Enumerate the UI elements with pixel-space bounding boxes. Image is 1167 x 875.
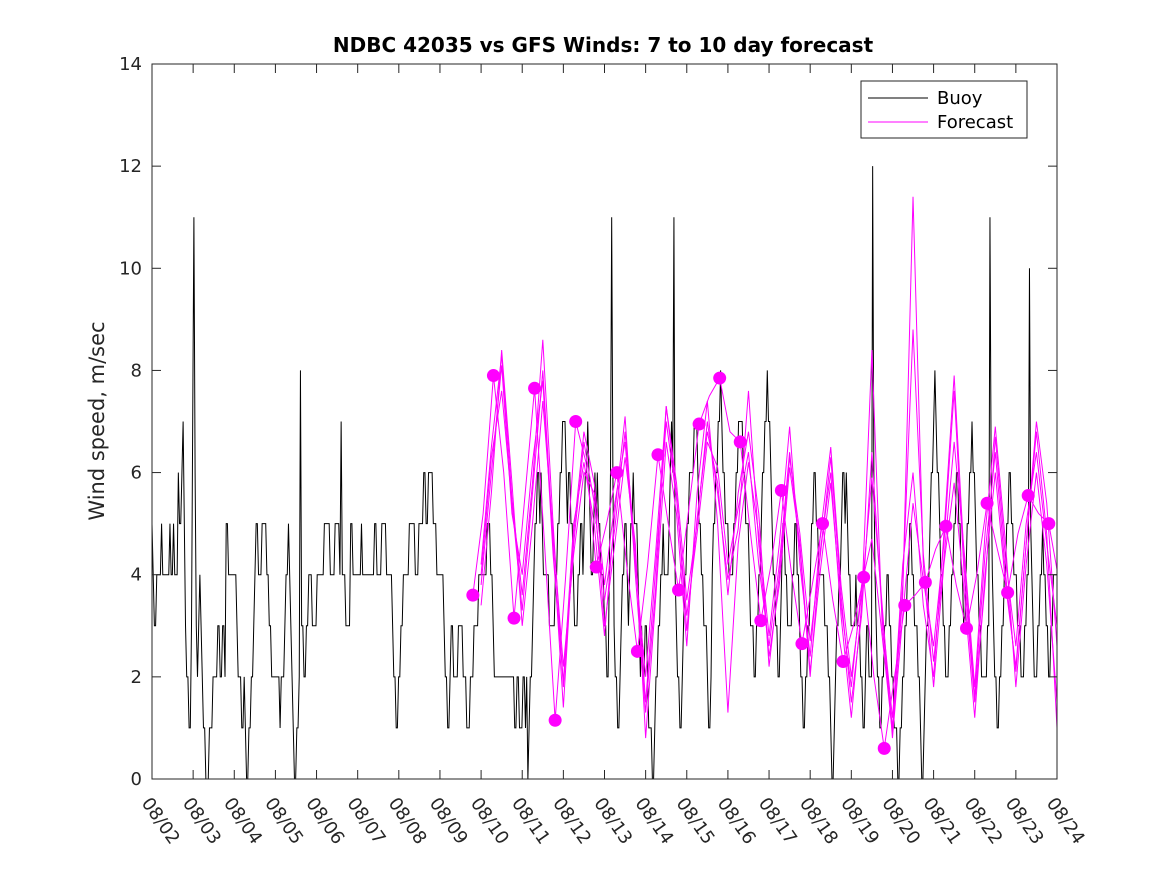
forecast-marker <box>774 483 788 497</box>
forecast-marker <box>569 415 583 428</box>
y-tick-label: 0 <box>131 769 142 790</box>
legend-forecast-label: Forecast <box>937 112 1013 133</box>
y-tick-label: 12 <box>119 156 142 177</box>
y-tick-label: 8 <box>131 360 142 381</box>
forecast-marker <box>960 621 973 635</box>
forecast-marker <box>528 381 542 395</box>
y-axis-label: Wind speed, m/sec <box>85 321 109 520</box>
forecast-marker <box>486 369 500 383</box>
forecast-marker <box>754 614 768 628</box>
forecast-marker <box>548 713 562 727</box>
legend-box <box>860 80 1028 139</box>
forecast-marker <box>713 371 727 385</box>
chart-title: NDBC 42035 vs GFS Winds: 7 to 10 day for… <box>333 33 874 57</box>
forecast-marker <box>651 448 665 462</box>
forecast-marker <box>692 417 706 431</box>
forecast-marker <box>630 644 644 658</box>
forecast-marker <box>1021 489 1035 503</box>
forecast-marker <box>857 570 871 584</box>
forecast-marker <box>918 575 932 589</box>
legend: Buoy Forecast <box>860 80 1028 139</box>
forecast-marker <box>672 583 686 597</box>
legend-buoy-label: Buoy <box>937 88 983 109</box>
forecast-marker <box>877 741 891 755</box>
forecast-marker <box>939 519 953 533</box>
y-axis: 0 2 4 6 8 10 12 14 <box>119 54 1057 790</box>
forecast-marker <box>898 598 912 612</box>
forecast-marker <box>1042 517 1056 531</box>
forecast-marker <box>610 466 624 480</box>
forecast-marker <box>589 560 603 574</box>
forecast-marker <box>1001 586 1015 600</box>
forecast-marker <box>507 611 521 625</box>
y-tick-label: 6 <box>131 463 142 484</box>
forecast-line-2 <box>480 339 1058 728</box>
forecast-marker <box>733 435 747 449</box>
forecast-line-1 <box>472 375 1058 749</box>
y-tick-label: 10 <box>119 258 142 279</box>
y-tick-label: 2 <box>131 667 142 688</box>
forecast-marker <box>466 588 480 602</box>
forecast-marker <box>836 655 850 669</box>
forecast-line-5 <box>480 329 1058 718</box>
forecast-marker <box>980 496 994 510</box>
y-tick-label: 14 <box>119 54 142 75</box>
plot-area <box>151 166 1058 780</box>
forecast-marker <box>816 517 830 531</box>
y-tick-label: 4 <box>131 565 142 586</box>
forecast-marker <box>795 637 809 651</box>
